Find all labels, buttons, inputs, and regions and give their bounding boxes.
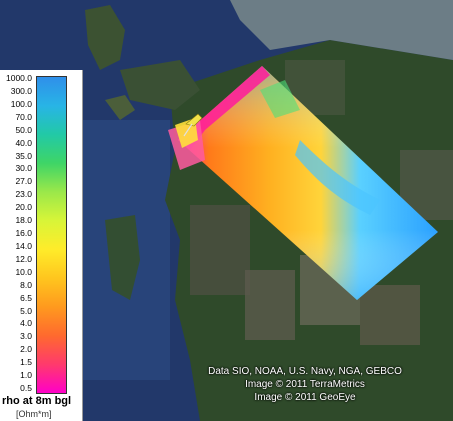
legend-tick-label: 100.0 [10,98,32,109]
legend-tick-label: 4.0 [20,318,32,329]
attribution-geoeye: Image © 2011 GeoEye [254,392,356,403]
legend-tick-label: 23.0 [15,189,32,200]
island-northwest [85,5,125,70]
legend-tick-label: 0.5 [20,383,32,393]
legend-colorbar [36,76,67,394]
legend-tick-label: 27.0 [15,176,32,187]
legend-tick-label: 50.0 [15,124,32,135]
legend-tick-label: 300.0 [10,85,32,96]
legend-tick-label: 5.0 [20,305,32,316]
landmass-north [230,0,453,60]
legend-tick-label: 1.5 [20,357,32,368]
legend-tick-label: 14.0 [15,240,32,251]
attribution-terrametrics: Image © 2011 TerraMetrics [245,379,365,390]
imagery-tile [190,205,250,295]
island-small [105,95,135,120]
resistivity-strip-edges [178,66,438,300]
legend-tick-label: 30.0 [15,163,32,174]
color-legend: 1000.0 300.0 100.0 70.0 50.0 40.0 35.0 30.0 27.0… [0,70,83,421]
legend-tick-label: 1.0 [20,370,32,381]
legend-tick-label: 1000.0 [6,73,32,83]
legend-tick-label: 35.0 [15,150,32,161]
legend-tick-label: 3.0 [20,331,32,342]
legend-tick-label: 2.0 [20,344,32,355]
legend-tick-label: 10.0 [15,266,32,277]
legend-tick-label: 16.0 [15,228,32,238]
legend-unit: [Ohm*m] [16,409,52,419]
legend-tick-label: 6.5 [20,292,32,303]
legend-tick-label: 70.0 [15,111,32,122]
peninsula [120,60,200,110]
legend-tick-label: 20.0 [15,202,32,213]
island-southwest [105,215,140,300]
legend-tick-label: 8.0 [20,279,32,290]
pushpin-icon[interactable] [183,113,203,137]
legend-title: rho at 8m bgl [2,395,72,407]
legend-tick-label: 40.0 [15,137,32,148]
imagery-tile [245,270,295,340]
legend-tick-label: 18.0 [15,215,32,226]
attribution-data: Data SIO, NOAA, U.S. Navy, NGA, GEBCO [208,366,402,377]
legend-tick-label: 12.0 [15,253,32,264]
imagery-tile [360,285,420,345]
strip-blue-channel [295,140,380,215]
strip-green-band [260,80,300,118]
